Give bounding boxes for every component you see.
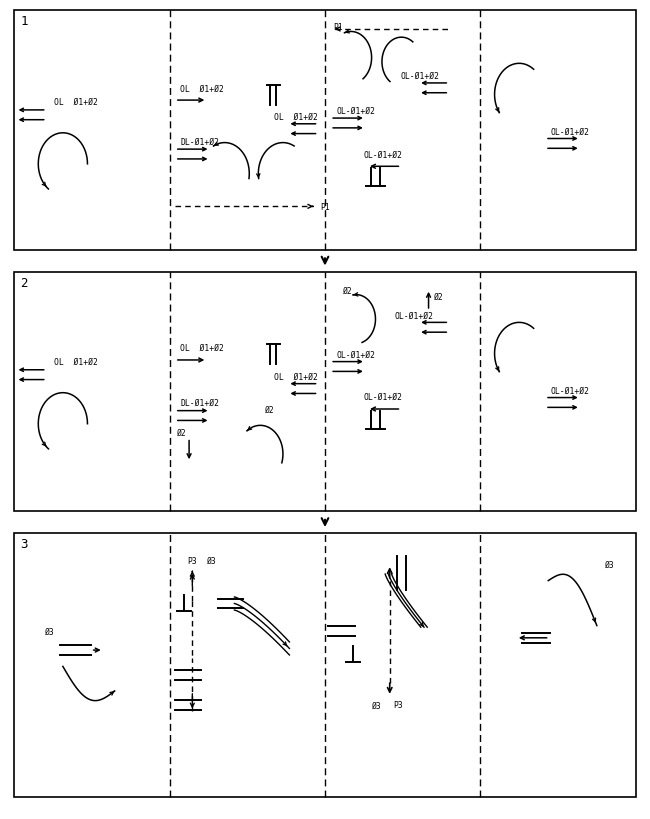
Text: 3: 3 — [20, 538, 28, 550]
Text: OL-Ø1+Ø2: OL-Ø1+Ø2 — [337, 351, 376, 360]
Text: P3: P3 — [393, 700, 403, 709]
Text: OL-Ø1+Ø2: OL-Ø1+Ø2 — [550, 387, 589, 396]
Text: Ø2: Ø2 — [434, 292, 443, 301]
Text: Ø3: Ø3 — [207, 556, 216, 565]
Text: Ø2: Ø2 — [343, 287, 352, 296]
Text: OL-Ø1+Ø2: OL-Ø1+Ø2 — [400, 72, 439, 81]
Bar — [14, 533, 636, 797]
Text: Ø2: Ø2 — [265, 405, 275, 414]
Text: OL  Ø1+Ø2: OL Ø1+Ø2 — [180, 344, 224, 353]
Text: Ø3: Ø3 — [45, 627, 55, 636]
Text: 2: 2 — [20, 277, 28, 289]
Text: P1: P1 — [333, 23, 343, 32]
Text: Ø3: Ø3 — [372, 700, 382, 709]
Text: DL-Ø1+Ø2: DL-Ø1+Ø2 — [181, 138, 220, 147]
Text: 1: 1 — [20, 16, 28, 29]
Text: P1: P1 — [320, 202, 330, 211]
Text: Ø3: Ø3 — [605, 560, 615, 569]
Text: OL  Ø1+Ø2: OL Ø1+Ø2 — [180, 84, 224, 93]
Text: OL-Ø1+Ø2: OL-Ø1+Ø2 — [394, 311, 433, 320]
Text: OL  Ø1+Ø2: OL Ø1+Ø2 — [274, 373, 318, 382]
Text: OL  Ø1+Ø2: OL Ø1+Ø2 — [54, 358, 98, 367]
Text: OL-Ø1+Ø2: OL-Ø1+Ø2 — [337, 107, 376, 116]
Bar — [14, 11, 636, 251]
Text: Ø2: Ø2 — [176, 428, 186, 437]
Text: OL  Ø1+Ø2: OL Ø1+Ø2 — [54, 98, 98, 107]
Text: OL-Ø1+Ø2: OL-Ø1+Ø2 — [550, 128, 589, 137]
Text: DL-Ø1+Ø2: DL-Ø1+Ø2 — [181, 399, 220, 408]
Text: OL-Ø1+Ø2: OL-Ø1+Ø2 — [364, 393, 403, 402]
Bar — [14, 273, 636, 512]
Text: OL  Ø1+Ø2: OL Ø1+Ø2 — [274, 113, 318, 122]
Text: OL-Ø1+Ø2: OL-Ø1+Ø2 — [364, 151, 403, 160]
Text: P3: P3 — [187, 556, 197, 565]
